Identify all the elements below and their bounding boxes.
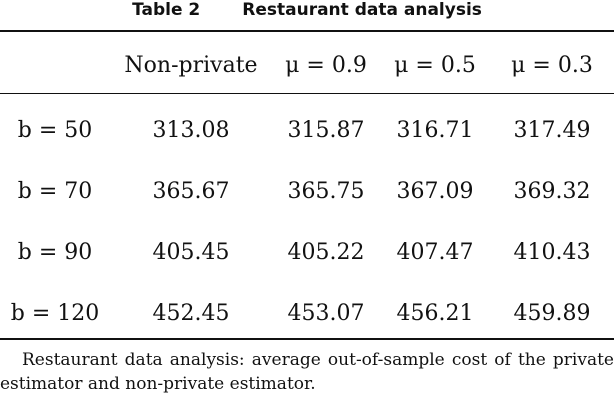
table-caption: Table 2 Restaurant data analysis [0,0,614,22]
cell-value: 405.22 [287,240,365,265]
cell-value: 367.09 [396,179,474,204]
header-cell-non-private: Non-private [124,52,258,78]
header-cell-mu-0-5: μ = 0.5 [394,52,476,78]
row-label: b = 120 [10,301,100,326]
footnote-text: Restaurant data analysis: average out-of… [0,350,614,394]
header-cell-empty [0,38,110,92]
table-body: b = 50 313.08 315.87 316.71 317.49 b = 7… [0,100,614,344]
cell-value: 317.49 [513,118,591,143]
cell-value: 452.45 [152,301,230,326]
cell-value: 453.07 [287,301,365,326]
header-cell-mu-0-9: μ = 0.9 [285,52,367,78]
bottom-rule [0,338,614,340]
cell-value: 313.08 [152,118,230,143]
cell-value: 407.47 [396,240,474,265]
top-rule [0,30,614,32]
cell-value: 369.32 [513,179,591,204]
header-cell-mu-0-3: μ = 0.3 [511,52,593,78]
table-row: b = 50 313.08 315.87 316.71 317.49 [0,100,614,161]
table-row: b = 70 365.67 365.75 367.09 369.32 [0,161,614,222]
table-footnote: Restaurant data analysis: average out-of… [0,348,614,396]
table-number: Table 2 [132,0,201,20]
header-row: Non-private μ = 0.9 μ = 0.5 μ = 0.3 [0,38,614,92]
cell-value: 405.45 [152,240,230,265]
table-title: Restaurant data analysis [242,0,482,20]
cell-value: 315.87 [287,118,365,143]
cell-value: 365.67 [152,179,230,204]
row-label: b = 50 [17,118,93,143]
cell-value: 459.89 [513,301,591,326]
cell-value: 410.43 [513,240,591,265]
cell-value: 456.21 [396,301,474,326]
table-row: b = 120 452.45 453.07 456.21 459.89 [0,283,614,344]
table-row: b = 90 405.45 405.22 407.47 410.43 [0,222,614,283]
row-label: b = 90 [17,240,93,265]
cell-value: 316.71 [396,118,474,143]
table-header: Non-private μ = 0.9 μ = 0.5 μ = 0.3 [0,38,614,92]
middle-rule [0,93,614,94]
row-label: b = 70 [17,179,93,204]
cell-value: 365.75 [287,179,365,204]
